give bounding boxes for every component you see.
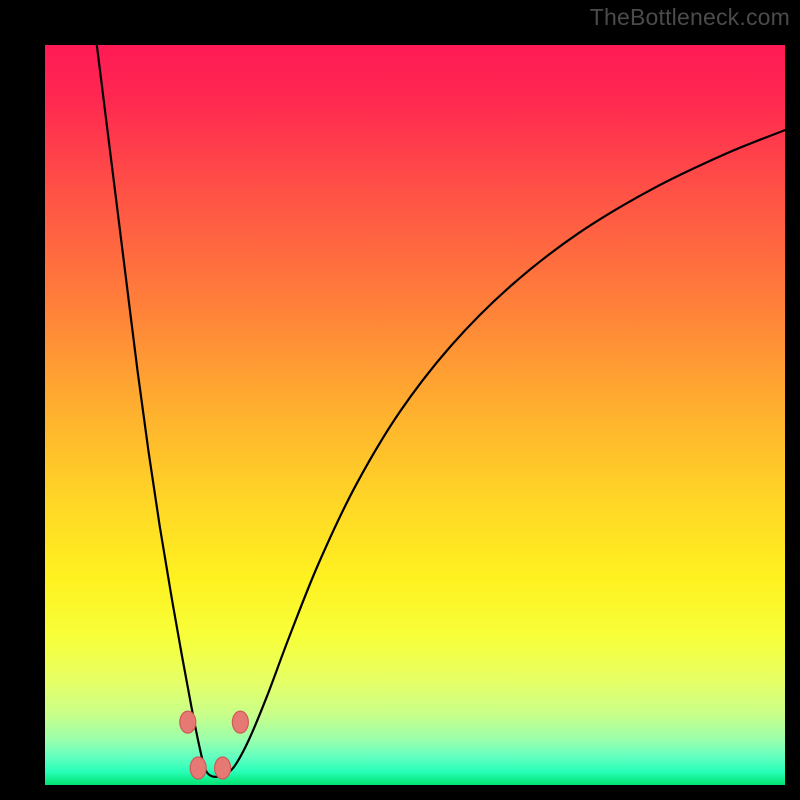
bottleneck-chart <box>0 0 800 800</box>
chart-background-gradient <box>45 45 785 785</box>
curve-marker <box>190 757 206 779</box>
curve-marker <box>215 757 231 779</box>
chart-container: TheBottleneck.com <box>0 0 800 800</box>
watermark-text: TheBottleneck.com <box>590 4 790 31</box>
curve-marker <box>232 711 248 733</box>
curve-marker <box>180 711 196 733</box>
